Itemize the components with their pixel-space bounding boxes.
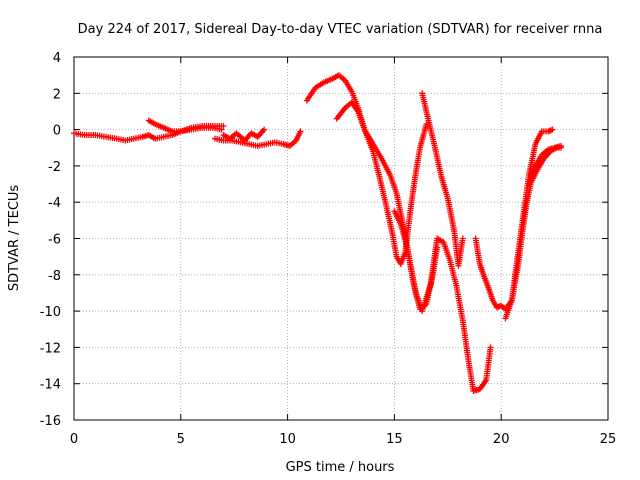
x-tick-label: 10 [279, 432, 296, 447]
series-arc7 [391, 208, 494, 394]
data-point [220, 122, 227, 129]
ticks: 0 5 10 15 20 25 -16 -14 -12 -10 -8 -6 -4 -2 0 2 4 [40, 51, 617, 447]
series-arc8 [419, 90, 466, 269]
y-tick-label: -10 [40, 305, 61, 320]
series-arc11 [525, 142, 565, 188]
x-tick-label: 15 [386, 432, 403, 447]
y-tick-label: 2 [53, 87, 61, 102]
y-axis-label: SDTVAR / TECUs [7, 185, 22, 292]
y-tick-label: -16 [40, 414, 61, 429]
x-tick-label: 25 [600, 432, 617, 447]
y-tick-label: -4 [48, 196, 61, 211]
series-arc4 [220, 126, 268, 144]
data-point [558, 142, 565, 149]
y-tick-label: -2 [48, 160, 61, 175]
chart-title: Day 224 of 2017, Sidereal Day-to-day VTE… [78, 22, 603, 37]
data-point [459, 235, 466, 242]
data-point [549, 126, 556, 133]
x-tick-label: 0 [70, 432, 78, 447]
y-tick-label: -8 [48, 269, 61, 284]
grid [74, 57, 608, 420]
y-tick-label: 0 [53, 124, 61, 139]
data-point [487, 344, 494, 351]
y-tick-label: -6 [48, 233, 61, 248]
x-axis-label: GPS time / hours [286, 460, 395, 475]
y-tick-label: -14 [40, 378, 61, 393]
x-tick-label: 5 [177, 432, 185, 447]
y-tick-label: 4 [53, 51, 61, 66]
data-points [71, 72, 565, 394]
data-point [261, 126, 268, 133]
data-point [297, 128, 304, 135]
x-tick-label: 20 [493, 432, 510, 447]
y-tick-label: -12 [40, 341, 61, 356]
series-arc2 [145, 117, 227, 135]
